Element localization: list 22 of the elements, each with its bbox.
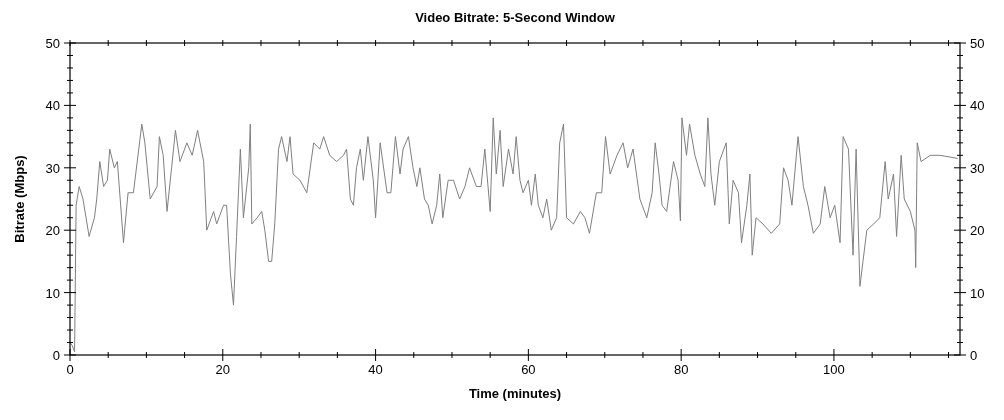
y-tick-label: 50 bbox=[45, 36, 60, 51]
y-axis-title: Bitrate (Mbps) bbox=[12, 155, 27, 243]
y-tick-label: 0 bbox=[52, 348, 60, 363]
y2-tick-label: 30 bbox=[970, 160, 985, 176]
x-tick-label: 100 bbox=[823, 362, 845, 377]
y-tick-label: 10 bbox=[45, 285, 60, 301]
x-tick-label: 40 bbox=[368, 362, 383, 377]
y-tick-label: 30 bbox=[45, 160, 60, 176]
y2-tick-label: 20 bbox=[970, 223, 985, 239]
y2-tick-label: 10 bbox=[970, 285, 985, 301]
x-tick-label: 0 bbox=[66, 362, 74, 377]
chart-title: Video Bitrate: 5-Second Window bbox=[415, 10, 616, 25]
y2-tick-label: 0 bbox=[970, 348, 978, 363]
y-tick-label: 20 bbox=[45, 223, 60, 239]
y2-tick-label: 40 bbox=[970, 98, 985, 114]
y-tick-label: 40 bbox=[45, 98, 60, 114]
line-series bbox=[69, 117, 959, 353]
x-tick-label: 80 bbox=[673, 362, 689, 377]
x-axis-title: Time (minutes) bbox=[468, 386, 562, 401]
y2-tick-label: 50 bbox=[970, 36, 985, 51]
x-tick-label: 60 bbox=[521, 362, 536, 377]
x-tick-label: 20 bbox=[215, 362, 231, 377]
